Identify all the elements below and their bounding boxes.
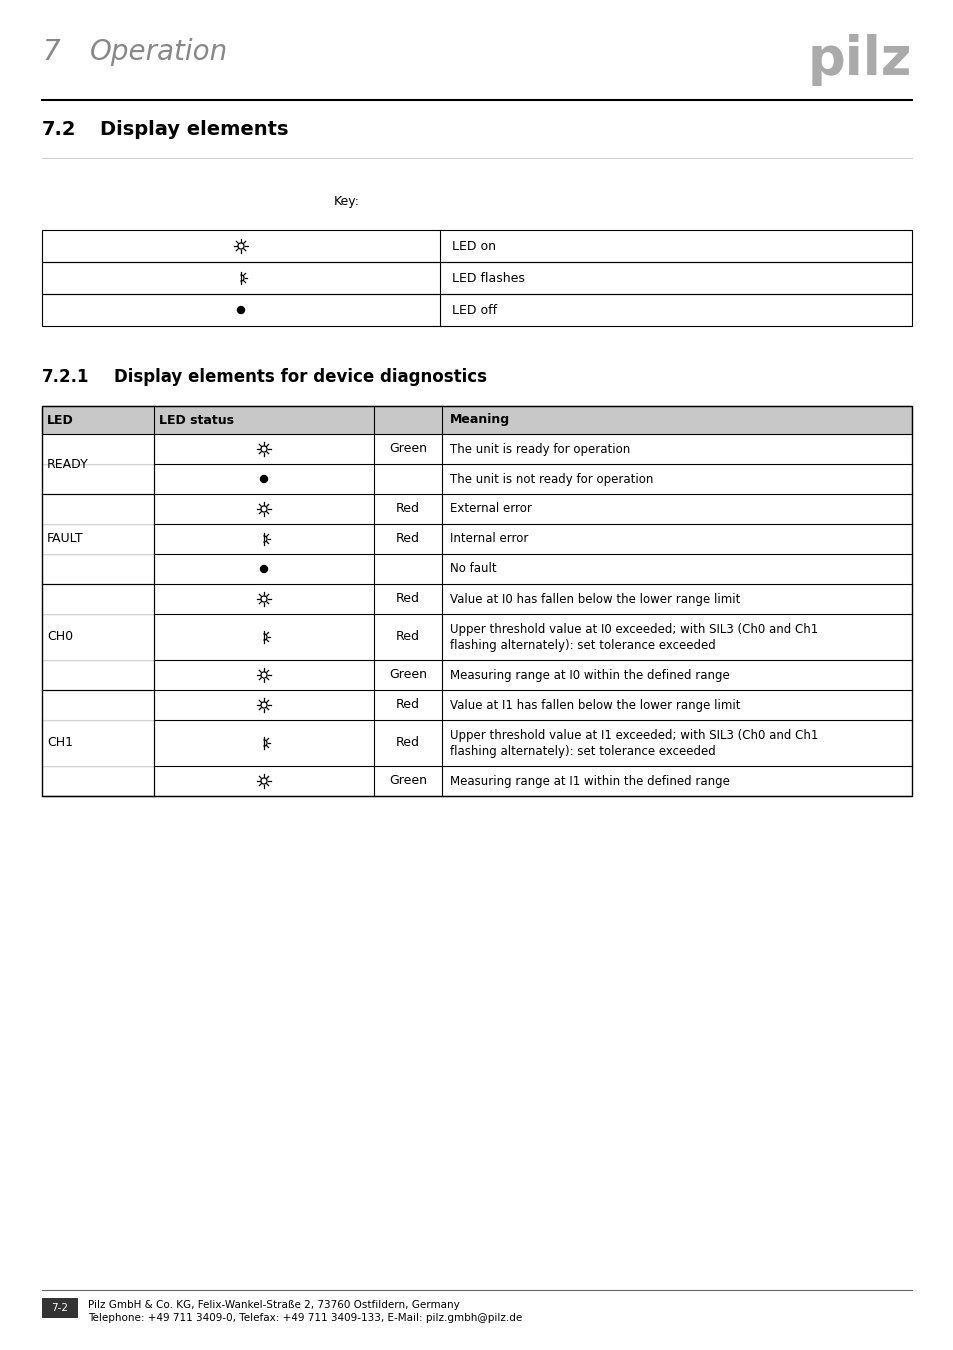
- Text: Meaning: Meaning: [450, 413, 510, 427]
- Text: The unit is not ready for operation: The unit is not ready for operation: [450, 472, 653, 486]
- Bar: [42, 406, 911, 433]
- Text: Green: Green: [389, 775, 427, 787]
- Text: FAULT: FAULT: [47, 532, 84, 545]
- Text: Key:: Key:: [334, 194, 359, 208]
- Text: The unit is ready for operation: The unit is ready for operation: [450, 443, 630, 455]
- Text: Telephone: +49 711 3409-0, Telefax: +49 711 3409-133, E-Mail: pilz.gmbh@pilz.de: Telephone: +49 711 3409-0, Telefax: +49 …: [88, 1314, 521, 1323]
- Text: Green: Green: [389, 668, 427, 682]
- Text: No fault: No fault: [450, 563, 497, 575]
- Text: CH1: CH1: [47, 737, 73, 749]
- Text: pilz: pilz: [807, 34, 911, 86]
- Text: Internal error: Internal error: [450, 532, 528, 545]
- Text: LED on: LED on: [452, 239, 496, 252]
- Text: LED flashes: LED flashes: [452, 271, 524, 285]
- Bar: [42, 1297, 78, 1318]
- Text: Red: Red: [395, 532, 419, 545]
- Circle shape: [237, 306, 244, 313]
- Text: Red: Red: [395, 737, 419, 749]
- Text: 7.2: 7.2: [42, 120, 76, 139]
- Text: Display elements for device diagnostics: Display elements for device diagnostics: [113, 369, 486, 386]
- Bar: [42, 406, 911, 796]
- Bar: [42, 294, 911, 325]
- Text: Red: Red: [395, 502, 419, 516]
- Text: LED off: LED off: [452, 304, 497, 316]
- Text: CH0: CH0: [47, 630, 73, 644]
- Text: Red: Red: [395, 630, 419, 644]
- Text: READY: READY: [47, 458, 89, 471]
- Text: Measuring range at I0 within the defined range: Measuring range at I0 within the defined…: [450, 668, 729, 682]
- Text: 7: 7: [42, 38, 59, 66]
- Text: Red: Red: [395, 698, 419, 711]
- Text: 7.2.1: 7.2.1: [42, 369, 90, 386]
- Circle shape: [260, 475, 267, 482]
- Text: Display elements: Display elements: [100, 120, 288, 139]
- Bar: [42, 262, 911, 294]
- Text: Upper threshold value at I0 exceeded; with SIL3 (Ch0 and Ch1
flashing alternatel: Upper threshold value at I0 exceeded; wi…: [450, 622, 818, 652]
- Text: External error: External error: [450, 502, 532, 516]
- Text: 7-2: 7-2: [51, 1303, 69, 1314]
- Text: Red: Red: [395, 593, 419, 606]
- Text: Measuring range at I1 within the defined range: Measuring range at I1 within the defined…: [450, 775, 729, 787]
- Text: LED status: LED status: [159, 413, 233, 427]
- Bar: [42, 230, 911, 262]
- Text: Value at I0 has fallen below the lower range limit: Value at I0 has fallen below the lower r…: [450, 593, 740, 606]
- Text: Green: Green: [389, 443, 427, 455]
- Text: Value at I1 has fallen below the lower range limit: Value at I1 has fallen below the lower r…: [450, 698, 740, 711]
- Text: Operation: Operation: [90, 38, 228, 66]
- Text: Upper threshold value at I1 exceeded; with SIL3 (Ch0 and Ch1
flashing alternatel: Upper threshold value at I1 exceeded; wi…: [450, 729, 818, 757]
- Circle shape: [260, 566, 267, 572]
- Text: LED: LED: [47, 413, 73, 427]
- Text: Pilz GmbH & Co. KG, Felix-Wankel-Straße 2, 73760 Ostfildern, Germany: Pilz GmbH & Co. KG, Felix-Wankel-Straße …: [88, 1300, 459, 1310]
